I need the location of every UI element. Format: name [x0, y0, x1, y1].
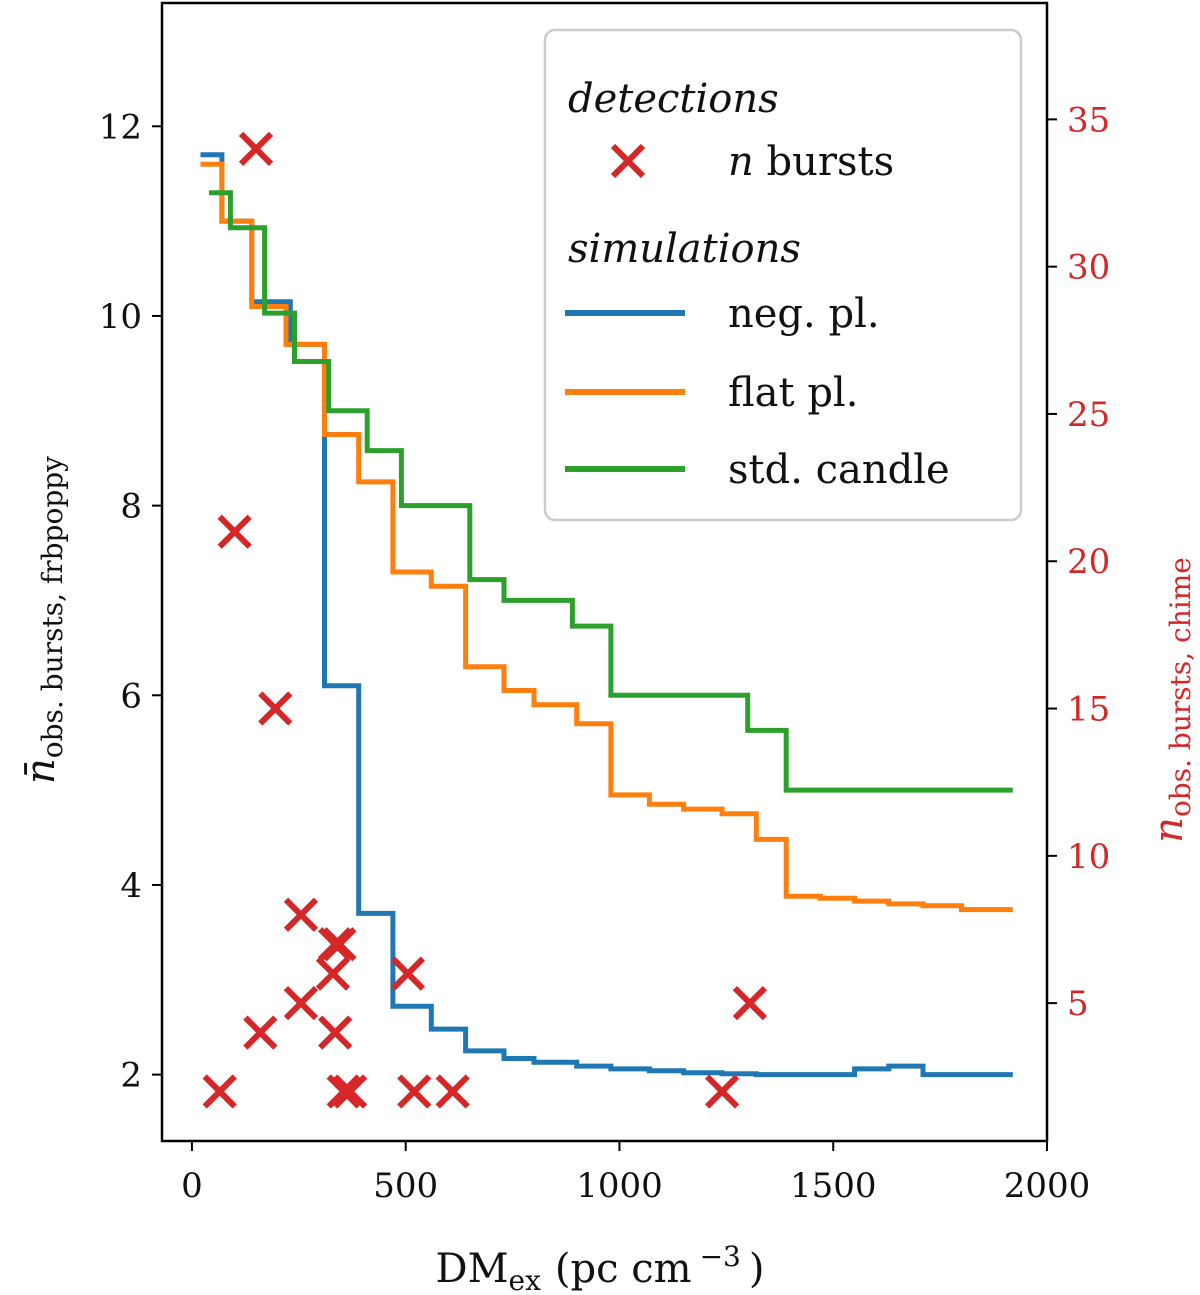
y-tick-label-right: 20 — [1067, 542, 1110, 582]
detection-marker — [202, 1074, 237, 1109]
x-tick-label: 2000 — [1004, 1166, 1091, 1206]
y-tick-label-left: 12 — [99, 107, 142, 147]
y-tick-label-left: 4 — [120, 866, 142, 906]
detection-marker — [243, 1015, 278, 1050]
legend-box — [543, 28, 1023, 522]
x-axis-title: DMex (pc cm −3) — [436, 1240, 765, 1295]
detection-marker — [318, 1015, 353, 1050]
legend: detections n bursts simulations neg. pl.… — [543, 28, 1023, 522]
detection-marker — [217, 514, 252, 549]
y-tick-label-right: 30 — [1067, 248, 1110, 288]
y-tick-label-left: 8 — [120, 487, 142, 527]
series-layer — [200, 152, 1013, 1078]
legend-detections-label: n bursts — [728, 139, 894, 185]
y-axis-right-title: nobs. bursts, chime — [1146, 557, 1197, 843]
detection-marker — [435, 1074, 470, 1109]
y-tick-label-right: 35 — [1067, 100, 1110, 140]
x-tick-label: 1000 — [576, 1166, 663, 1206]
detection-marker — [315, 956, 351, 991]
series-line-flat-pl — [200, 161, 1013, 913]
x-tick-label: 500 — [373, 1166, 438, 1206]
legend-simulations-heading: simulations — [568, 226, 801, 272]
legend-detections-heading: detections — [568, 76, 779, 122]
legend-neg-pl-label: neg. pl. — [728, 291, 880, 337]
y-tick-label-right: 5 — [1067, 984, 1089, 1024]
detection-marker — [258, 691, 293, 726]
detection-marker — [283, 986, 319, 1021]
detection-marker — [326, 1074, 361, 1109]
y-tick-label-left: 10 — [99, 297, 142, 337]
legend-detections-marker — [610, 143, 646, 179]
detection-marker — [704, 1074, 740, 1109]
detection-marker — [318, 927, 353, 962]
legend-std-candle-label: std. candle — [728, 447, 950, 493]
detection-marker — [732, 986, 767, 1021]
detection-marker — [283, 897, 319, 932]
detection-marker — [397, 1074, 432, 1109]
y-tick-label-right: 25 — [1067, 395, 1110, 435]
detection-marker — [390, 956, 425, 991]
x-tick-label: 0 — [181, 1166, 203, 1206]
detection-marker — [322, 927, 357, 962]
y-tick-label-left: 2 — [120, 1056, 142, 1096]
y-axis-right: 5 10 15 20 25 30 35 — [1047, 100, 1110, 1024]
x-axis: 0 500 1000 1500 2000 — [181, 1141, 1090, 1206]
plot-frame — [160, 1, 1049, 1143]
detection-marker — [332, 1074, 368, 1109]
legend-flat-pl-label: flat pl. — [728, 370, 858, 416]
series-line-std-candle — [209, 190, 1013, 793]
y-axis-left: 2 4 6 8 10 12 — [99, 107, 162, 1096]
detection-marker — [238, 131, 274, 166]
marker-layer — [202, 131, 767, 1109]
y-tick-label-right: 10 — [1067, 837, 1110, 877]
y-axis-left-title: n̄obs. bursts, frbpoppy — [18, 456, 69, 784]
x-tick-label: 1500 — [790, 1166, 877, 1206]
y-tick-label-right: 15 — [1067, 690, 1110, 730]
y-tick-label-left: 6 — [120, 676, 142, 716]
